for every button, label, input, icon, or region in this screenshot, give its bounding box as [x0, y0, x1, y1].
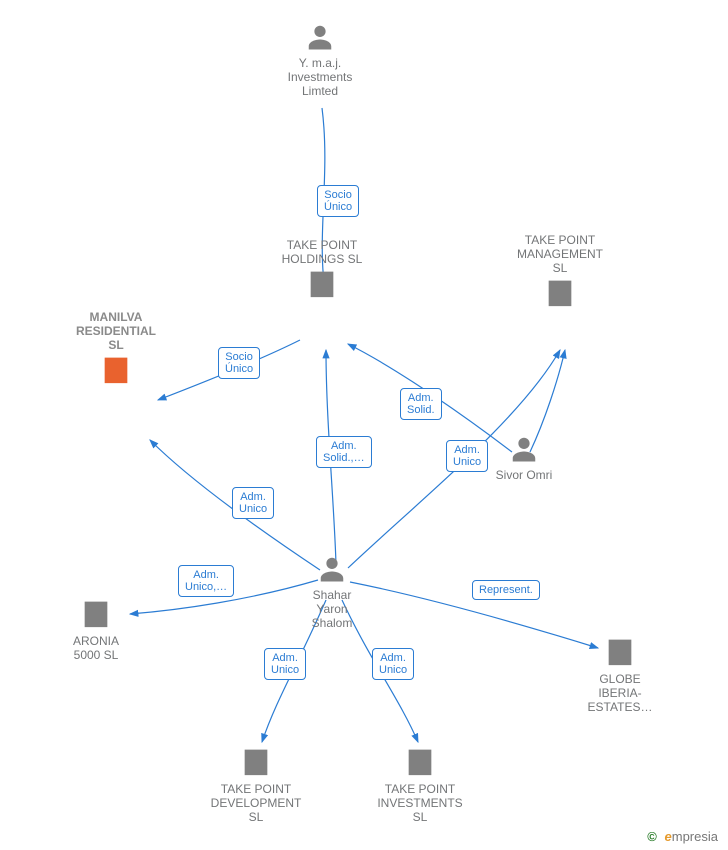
- brand-initial: e: [665, 829, 672, 844]
- node-aronia[interactable]: ARONIA 5000 SL: [36, 596, 156, 662]
- building-icon: [305, 266, 339, 300]
- edge-label-e6: Adm. Unico: [446, 440, 488, 472]
- edge-label-e1: Socio Único: [317, 185, 359, 217]
- edge-label-e9: Represent.: [472, 580, 540, 600]
- edge-label-e7: Adm. Unico: [232, 487, 274, 519]
- edge-label-e11: Adm. Unico: [372, 648, 414, 680]
- brand-rest: mpresia: [672, 829, 718, 844]
- person-icon: [305, 22, 335, 52]
- node-tp_inv[interactable]: TAKE POINT INVESTMENTS SL: [360, 744, 480, 824]
- building-icon: [603, 634, 637, 668]
- edges-layer: [0, 0, 728, 850]
- node-label: TAKE POINT HOLDINGS SL: [262, 238, 382, 266]
- building-icon: [79, 596, 113, 630]
- node-tp_hold[interactable]: TAKE POINT HOLDINGS SL: [262, 238, 382, 304]
- node-tp_dev[interactable]: TAKE POINT DEVELOPMENT SL: [196, 744, 316, 824]
- watermark: © empresia: [647, 829, 718, 844]
- node-label: TAKE POINT DEVELOPMENT SL: [196, 782, 316, 824]
- node-manilva[interactable]: MANILVA RESIDENTIAL SL: [56, 310, 176, 390]
- node-label: TAKE POINT MANAGEMENT SL: [500, 233, 620, 275]
- copyright-symbol: ©: [647, 829, 657, 844]
- person-icon: [317, 554, 347, 584]
- edge-label-e3: Adm. Solid.: [400, 388, 442, 420]
- node-shahar[interactable]: Shahar Yaron Shalom: [272, 554, 392, 630]
- person-icon: [509, 434, 539, 464]
- node-label: Shahar Yaron Shalom: [272, 588, 392, 630]
- node-tp_mgmt[interactable]: TAKE POINT MANAGEMENT SL: [500, 233, 620, 313]
- node-label: MANILVA RESIDENTIAL SL: [56, 310, 176, 352]
- building-icon: [543, 275, 577, 309]
- node-label: ARONIA 5000 SL: [36, 634, 156, 662]
- building-icon: [403, 744, 437, 778]
- edge-label-e8: Adm. Unico,…: [178, 565, 234, 597]
- building-icon: [239, 744, 273, 778]
- node-label: TAKE POINT INVESTMENTS SL: [360, 782, 480, 824]
- edge-label-e2: Socio Único: [218, 347, 260, 379]
- node-label: Y. m.a.j. Investments Limted: [260, 56, 380, 98]
- node-globe[interactable]: GLOBE IBERIA- ESTATES…: [560, 634, 680, 714]
- edge-label-e10: Adm. Unico: [264, 648, 306, 680]
- node-label: GLOBE IBERIA- ESTATES…: [560, 672, 680, 714]
- edge-label-e5: Adm. Solid.,…: [316, 436, 372, 468]
- building-icon: [99, 352, 133, 386]
- node-ymaj[interactable]: Y. m.a.j. Investments Limted: [260, 22, 380, 98]
